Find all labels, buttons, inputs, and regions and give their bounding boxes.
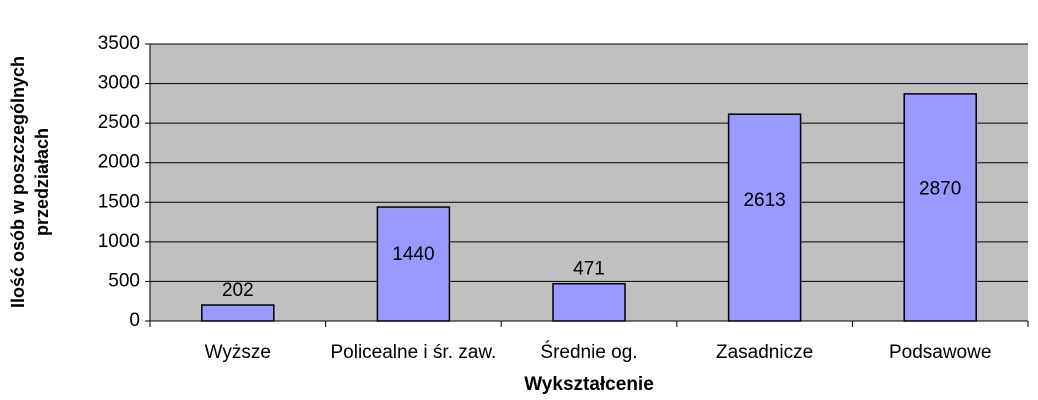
y-tick-label: 2000: [98, 152, 140, 173]
x-tick-label: Podsawowe: [888, 342, 992, 363]
x-tick-label: Średnie og.: [540, 342, 638, 363]
y-tick-label: 3500: [98, 33, 140, 54]
bar: [552, 282, 626, 322]
data-label: 202: [222, 280, 254, 301]
data-label: 2613: [743, 190, 785, 211]
y-tick-label: 1000: [98, 231, 140, 252]
y-tick-label: 3000: [98, 73, 140, 94]
y-tick-label: 1500: [98, 191, 140, 212]
y-tick-label: 2500: [98, 112, 140, 133]
data-label: 1440: [392, 244, 434, 265]
x-tick-label: Wyższe: [204, 342, 271, 363]
data-label: 471: [573, 259, 605, 280]
plot-area: [150, 44, 1028, 321]
bar: [903, 93, 977, 322]
y-axis-title: Ilość osób w poszczególnych przedziałach: [8, 55, 52, 309]
y-tick-label: 0: [129, 310, 140, 331]
data-label: 2870: [919, 178, 961, 199]
bar: [201, 304, 275, 322]
y-tick-label: 500: [108, 270, 140, 291]
x-tick-label: Zasadnicze: [715, 342, 814, 363]
x-axis-title: Wykształcenie: [524, 374, 654, 395]
bar: [727, 113, 802, 322]
x-tick-label: Policealne i śr. zaw.: [330, 342, 497, 363]
